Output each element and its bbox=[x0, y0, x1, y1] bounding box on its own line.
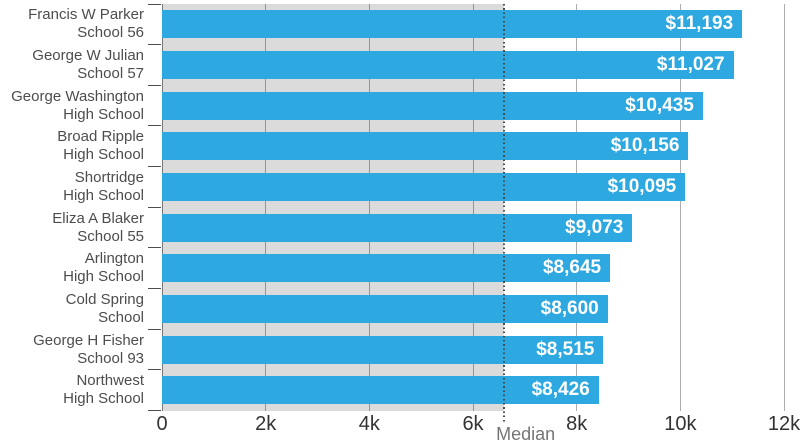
y-axis-tick bbox=[148, 84, 161, 86]
category-label-line2: School 93 bbox=[77, 349, 144, 367]
median-line-label: Median bbox=[496, 424, 556, 444]
category-label-line1: Shortridge bbox=[74, 168, 144, 186]
bar-row: $8,600 bbox=[162, 288, 784, 330]
value-bar: $9,073 bbox=[162, 213, 633, 242]
category-label: George Washington High School bbox=[0, 85, 144, 126]
gridline bbox=[472, 4, 474, 411]
gridline bbox=[576, 4, 578, 411]
category-label: Cold Spring School bbox=[0, 289, 144, 330]
y-axis-tick bbox=[148, 166, 161, 168]
bar-row: $11,193 bbox=[162, 4, 784, 45]
category-label-line2: High School bbox=[63, 146, 144, 164]
median-line bbox=[503, 4, 506, 424]
y-axis-tick bbox=[148, 44, 161, 46]
x-axis-tick-label: 2k bbox=[255, 413, 277, 435]
category-label-line2: School 57 bbox=[77, 64, 144, 82]
bar-value-label: $10,095 bbox=[607, 175, 677, 197]
y-axis-tick bbox=[148, 247, 161, 249]
x-axis-tick-label: 4k bbox=[358, 413, 380, 435]
bar-value-label: $8,426 bbox=[531, 379, 590, 401]
y-axis-tick bbox=[148, 125, 161, 127]
bar-value-label: $8,600 bbox=[540, 297, 599, 319]
category-label-line1: Broad Ripple bbox=[57, 128, 144, 146]
value-bar: $8,600 bbox=[162, 294, 608, 323]
bar-value-label: $11,193 bbox=[665, 13, 734, 35]
x-axis-tick-label: 10k bbox=[664, 413, 697, 435]
gridline bbox=[368, 4, 370, 411]
gridline bbox=[161, 4, 163, 411]
category-label-line2: High School bbox=[63, 105, 144, 123]
category-label: George H Fisher School 93 bbox=[0, 329, 144, 370]
bar-value-label: $11,027 bbox=[656, 53, 725, 75]
bar-value-label: $8,645 bbox=[542, 257, 602, 279]
category-label: Shortridge High School bbox=[0, 167, 144, 208]
bar-value-label: $9,073 bbox=[565, 216, 624, 238]
value-bar: $10,095 bbox=[162, 172, 686, 201]
y-axis-tick bbox=[148, 288, 161, 290]
y-axis-tick bbox=[148, 328, 161, 330]
category-label-line2: School 56 bbox=[77, 24, 144, 42]
bar-value-label: $8,515 bbox=[536, 338, 595, 360]
category-label-line1: George Washington bbox=[11, 87, 144, 105]
y-axis-tick bbox=[148, 3, 161, 5]
x-axis-tick-label: 0 bbox=[156, 413, 168, 435]
category-label: Broad Ripple High School bbox=[0, 126, 144, 167]
gridline bbox=[679, 4, 681, 411]
bar-value-label: $10,156 bbox=[610, 135, 680, 157]
y-axis-tick bbox=[148, 206, 161, 208]
bar-row: $10,156 bbox=[162, 125, 784, 167]
category-label-line2: High School bbox=[63, 390, 144, 408]
y-axis-tick bbox=[148, 410, 161, 412]
bar-row: $10,435 bbox=[162, 85, 784, 126]
category-label-line1: Francis W Parker bbox=[28, 6, 144, 24]
category-label: Arlington High School bbox=[0, 248, 144, 289]
x-axis-tick-label: 8k bbox=[566, 413, 588, 435]
category-label: Eliza A Blaker School 55 bbox=[0, 207, 144, 248]
bar-row: $9,073 bbox=[162, 207, 784, 248]
value-bar: $10,156 bbox=[162, 132, 689, 161]
x-axis-tick-label: 12k bbox=[767, 413, 800, 435]
category-label: Northwest High School bbox=[0, 370, 144, 411]
plot-area: $11,193 $11,027 $10,435 $10,156 $10,095 $9,07… bbox=[161, 4, 785, 424]
category-label-line1: George H Fisher bbox=[33, 331, 144, 349]
category-label-line2: School bbox=[98, 308, 144, 326]
gridline bbox=[783, 4, 785, 411]
bar-value-label: $10,435 bbox=[625, 94, 694, 116]
category-label-line1: Northwest bbox=[76, 372, 144, 390]
category-label-line2: High School bbox=[63, 186, 144, 204]
bar-row: $11,027 bbox=[162, 44, 784, 86]
category-label-line1: Cold Spring bbox=[65, 290, 144, 308]
category-label-line1: Arlington bbox=[84, 250, 144, 268]
value-bar: $11,027 bbox=[162, 50, 734, 79]
category-label-line2: School 55 bbox=[77, 227, 144, 245]
value-bar: $8,426 bbox=[162, 376, 599, 405]
category-label-line2: High School bbox=[63, 268, 144, 286]
value-bar: $8,645 bbox=[162, 254, 611, 283]
category-label-line1: Eliza A Blaker bbox=[52, 209, 144, 227]
bar-row: $8,645 bbox=[162, 247, 784, 289]
category-label: Francis W Parker School 56 bbox=[0, 4, 144, 45]
bar-row: $10,095 bbox=[162, 166, 784, 208]
value-bar: $11,193 bbox=[162, 10, 743, 39]
x-axis-tick-label: 6k bbox=[462, 413, 484, 435]
gridline bbox=[265, 4, 267, 411]
category-label-line1: George W Julian bbox=[32, 46, 144, 64]
value-bar: $10,435 bbox=[162, 91, 703, 120]
y-axis-tick bbox=[148, 369, 161, 371]
value-bar: $8,515 bbox=[162, 335, 604, 364]
bar-row: $8,426 bbox=[162, 369, 784, 411]
bar-row: $8,515 bbox=[162, 329, 784, 370]
category-label: George W Julian School 57 bbox=[0, 45, 144, 86]
